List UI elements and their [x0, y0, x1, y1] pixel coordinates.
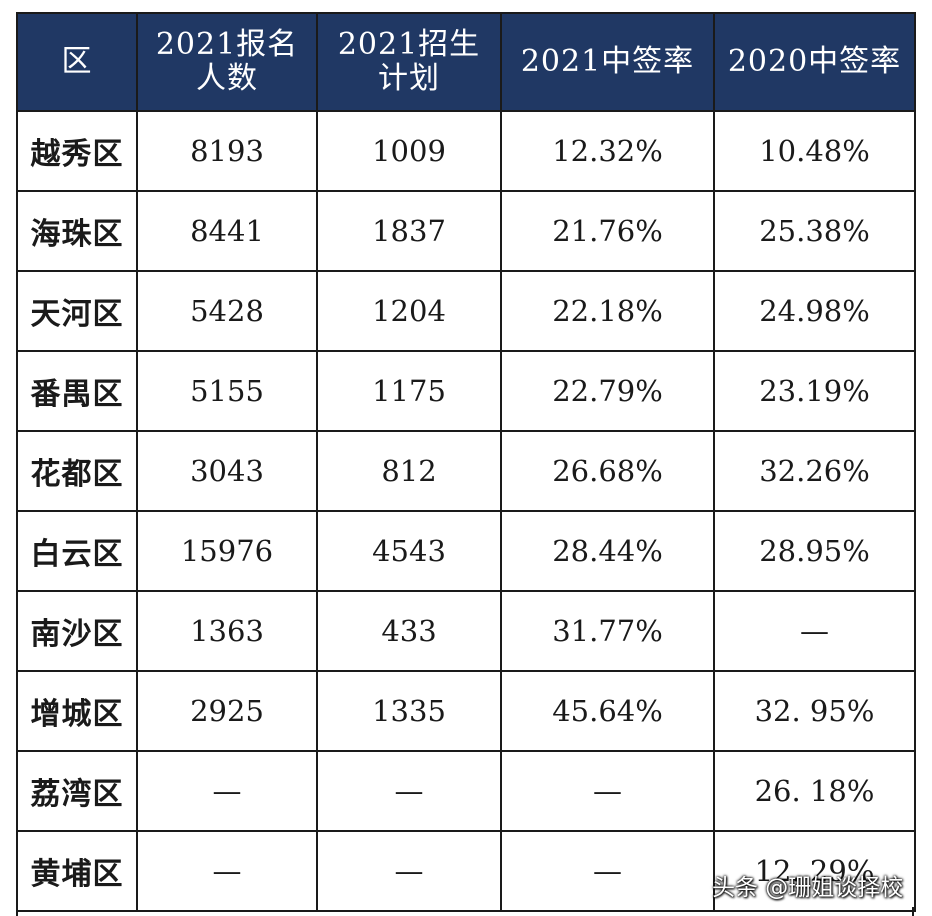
header-2020-rate: 2020中签率	[713, 12, 916, 112]
cell-applicants-2021: 8193	[136, 110, 318, 192]
cell-plan-2021: 1175	[316, 350, 502, 432]
enrollment-table: 区 2021报名 人数 2021招生 计划 2021中签率 2020中签率 越秀区 8…	[16, 12, 916, 912]
cell-plan-2021: —	[316, 750, 502, 832]
header-row: 区 2021报名 人数 2021招生 计划 2021中签率 2020中签率	[16, 12, 916, 112]
cell-rate-2020: —	[713, 590, 916, 672]
cell-district: 南沙区	[16, 590, 138, 672]
cell-applicants-2021: —	[136, 830, 318, 912]
table-row: 南沙区 1363 433 31.77% —	[16, 590, 916, 672]
cell-plan-2021: 4543	[316, 510, 502, 592]
cell-district: 白云区	[16, 510, 138, 592]
cell-rate-2021: 21.76%	[500, 190, 715, 272]
cell-rate-2021: 26.68%	[500, 430, 715, 512]
cell-applicants-2021: 2925	[136, 670, 318, 752]
cell-rate-2020: 23.19%	[713, 350, 916, 432]
cell-district: 荔湾区	[16, 750, 138, 832]
cell-plan-2021: 1009	[316, 110, 502, 192]
table-row: 越秀区 8193 1009 12.32% 10.48%	[16, 110, 916, 192]
cell-district: 增城区	[16, 670, 138, 752]
table-row: 花都区 3043 812 26.68% 32.26%	[16, 430, 916, 512]
header-2021-applicants: 2021报名 人数	[136, 12, 318, 112]
table-row: 海珠区 8441 1837 21.76% 25.38%	[16, 190, 916, 272]
cell-district: 黄埔区	[16, 830, 138, 912]
cell-rate-2021: —	[500, 750, 715, 832]
table-row: 白云区 15976 4543 28.44% 28.95%	[16, 510, 916, 592]
cell-rate-2020: 25.38%	[713, 190, 916, 272]
cell-plan-2021: 1837	[316, 190, 502, 272]
table-row: 增城区 2925 1335 45.64% 32. 95%	[16, 670, 916, 752]
cell-rate-2021: 28.44%	[500, 510, 715, 592]
cell-plan-2021: 1204	[316, 270, 502, 352]
cell-district: 番禺区	[16, 350, 138, 432]
cell-applicants-2021: —	[136, 750, 318, 832]
cell-plan-2021: —	[316, 830, 502, 912]
cell-district: 越秀区	[16, 110, 138, 192]
table-bottom-edge	[16, 907, 914, 916]
cell-rate-2021: 22.79%	[500, 350, 715, 432]
cell-rate-2020: 28.95%	[713, 510, 916, 592]
cell-applicants-2021: 1363	[136, 590, 318, 672]
cell-district: 海珠区	[16, 190, 138, 272]
table-row: 番禺区 5155 1175 22.79% 23.19%	[16, 350, 916, 432]
cell-district: 花都区	[16, 430, 138, 512]
table-row: 黄埔区 — — —12. 29%	[16, 830, 916, 912]
cell-district: 天河区	[16, 270, 138, 352]
enrollment-table-container: 区 2021报名 人数 2021招生 计划 2021中签率 2020中签率 越秀区 8…	[16, 12, 916, 912]
cell-rate-2020: 26. 18%	[713, 750, 916, 832]
header-district: 区	[16, 12, 138, 112]
cell-applicants-2021: 3043	[136, 430, 318, 512]
cell-applicants-2021: 8441	[136, 190, 318, 272]
cell-applicants-2021: 5155	[136, 350, 318, 432]
cell-applicants-2021: 15976	[136, 510, 318, 592]
cell-applicants-2021: 5428	[136, 270, 318, 352]
cell-rate-2021: 31.77%	[500, 590, 715, 672]
cell-rate-2020: 24.98%	[713, 270, 916, 352]
cell-rate-2021: —	[500, 830, 715, 912]
cell-rate-2021: 12.32%	[500, 110, 715, 192]
cell-rate-2021: 22.18%	[500, 270, 715, 352]
cell-plan-2021: 433	[316, 590, 502, 672]
header-2021-plan: 2021招生 计划	[316, 12, 502, 112]
table-row: 天河区 5428 1204 22.18% 24.98%	[16, 270, 916, 352]
header-2021-rate: 2021中签率	[500, 12, 715, 112]
cell-rate-2021: 45.64%	[500, 670, 715, 752]
table-row: 荔湾区 — — —26. 18%	[16, 750, 916, 832]
cell-plan-2021: 1335	[316, 670, 502, 752]
cell-rate-2020: 32. 95%	[713, 670, 916, 752]
cell-rate-2020: 10.48%	[713, 110, 916, 192]
cell-plan-2021: 812	[316, 430, 502, 512]
cell-rate-2020: 12. 29%	[713, 830, 916, 912]
cell-rate-2020: 32.26%	[713, 430, 916, 512]
